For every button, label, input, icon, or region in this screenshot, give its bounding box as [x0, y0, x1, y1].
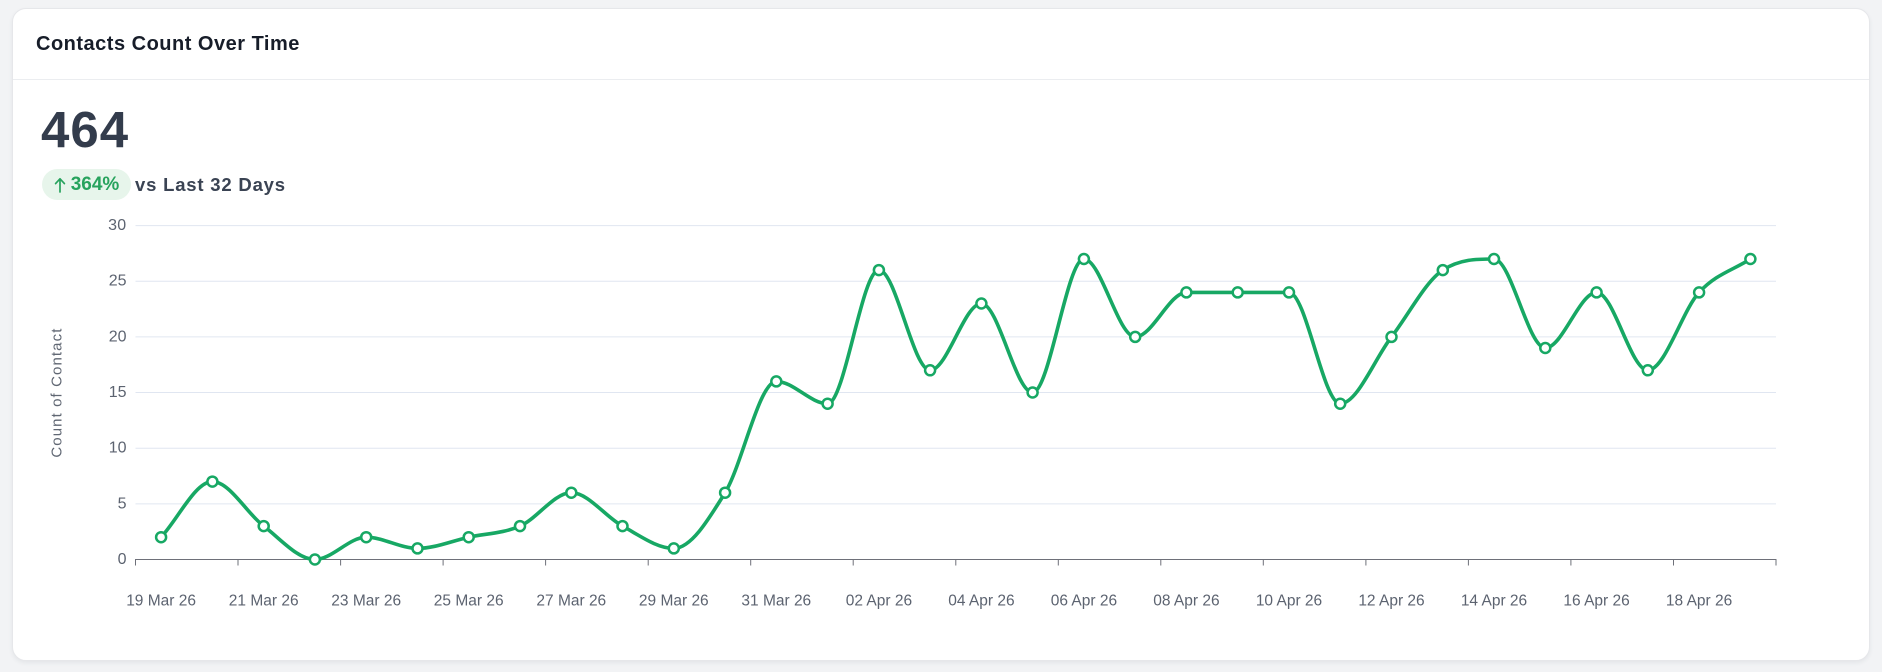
svg-text:0: 0	[118, 551, 127, 568]
svg-text:30: 30	[108, 217, 126, 234]
svg-text:08 Apr 26: 08 Apr 26	[1153, 593, 1219, 610]
svg-text:Count of Contact: Count of Contact	[49, 328, 66, 458]
svg-text:25: 25	[109, 273, 127, 290]
svg-text:18 Apr 26: 18 Apr 26	[1666, 593, 1732, 610]
svg-text:19 Mar 26: 19 Mar 26	[126, 593, 196, 610]
svg-text:16 Apr 26: 16 Apr 26	[1563, 593, 1629, 610]
svg-text:10: 10	[109, 440, 127, 457]
svg-text:10 Apr 26: 10 Apr 26	[1256, 593, 1322, 610]
svg-text:5: 5	[118, 495, 127, 512]
svg-text:04 Apr 26: 04 Apr 26	[948, 593, 1014, 610]
svg-text:21 Mar 26: 21 Mar 26	[229, 593, 299, 610]
svg-text:29 Mar 26: 29 Mar 26	[639, 593, 709, 610]
svg-text:12 Apr 26: 12 Apr 26	[1358, 593, 1424, 610]
svg-text:14 Apr 26: 14 Apr 26	[1461, 593, 1527, 610]
svg-text:31 Mar 26: 31 Mar 26	[741, 593, 811, 610]
svg-text:27 Mar 26: 27 Mar 26	[536, 593, 606, 610]
svg-text:25 Mar 26: 25 Mar 26	[434, 593, 504, 610]
svg-text:02 Apr 26: 02 Apr 26	[846, 593, 912, 610]
svg-text:15: 15	[109, 384, 127, 401]
svg-text:20: 20	[109, 328, 127, 345]
svg-text:23 Mar 26: 23 Mar 26	[331, 593, 401, 610]
svg-text:06 Apr 26: 06 Apr 26	[1051, 593, 1117, 610]
